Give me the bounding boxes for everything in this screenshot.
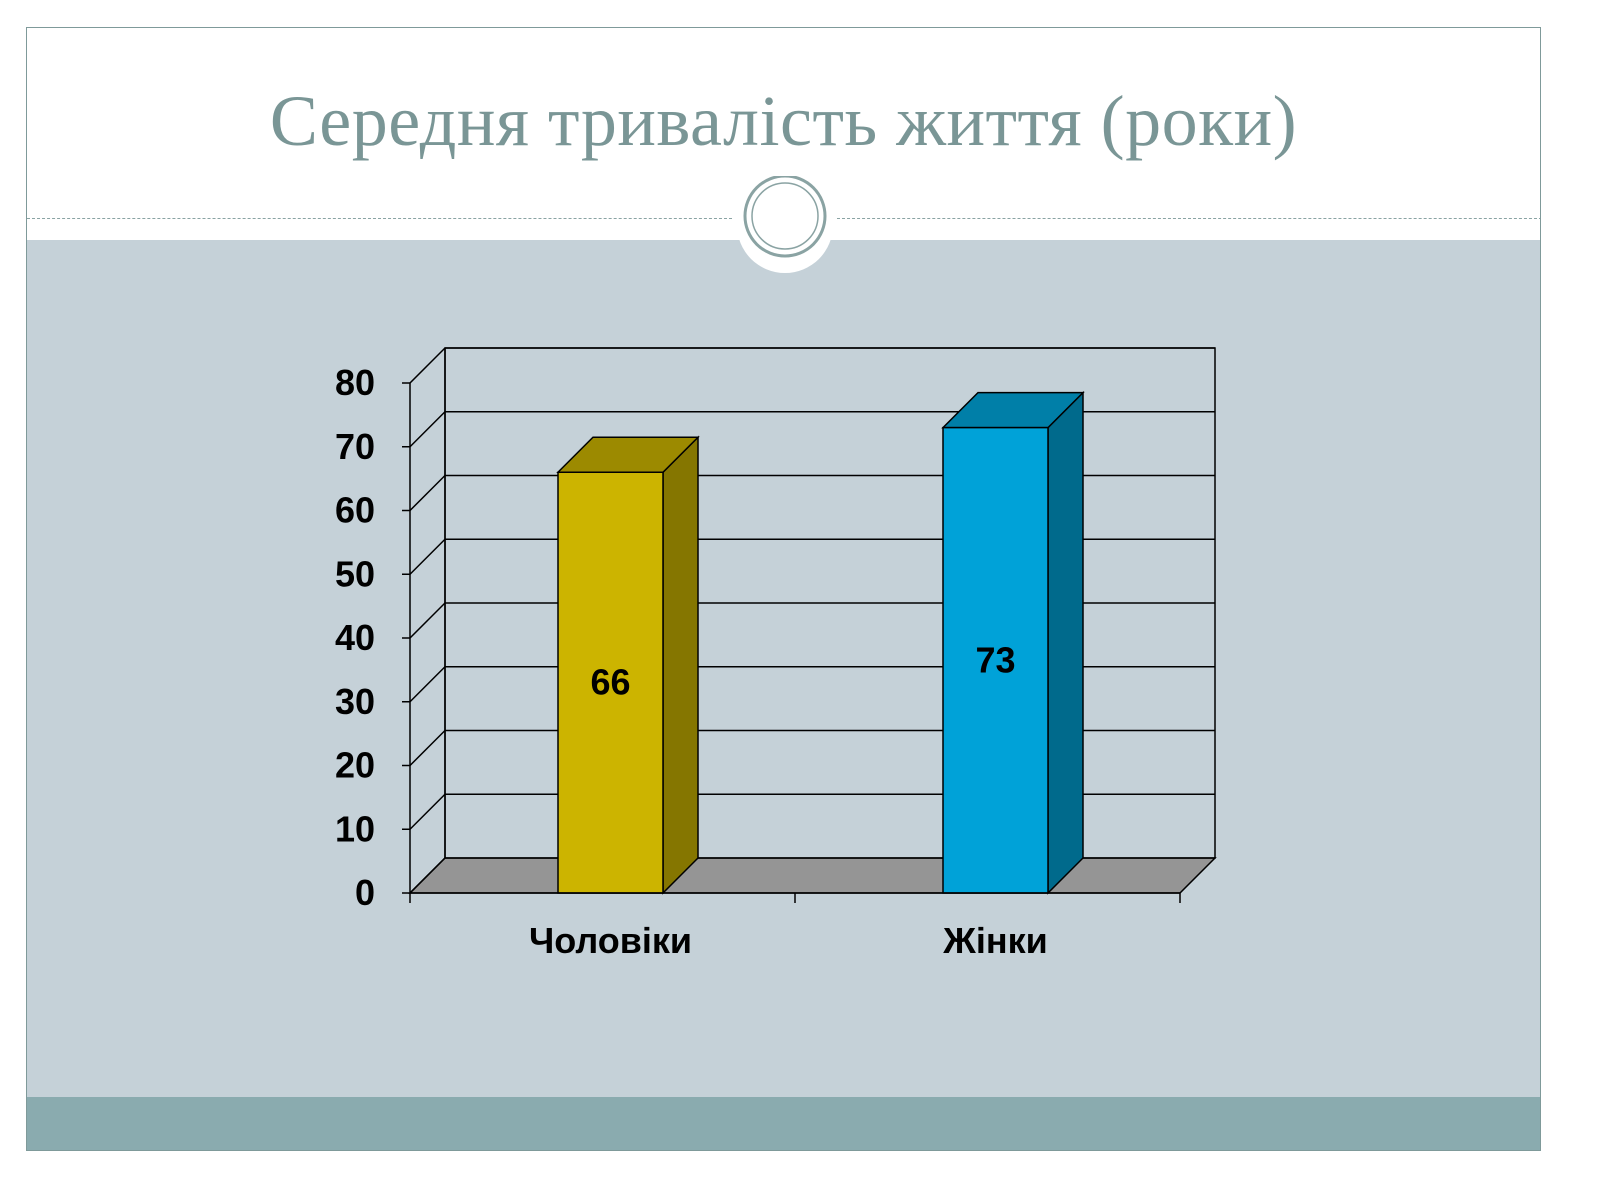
side-wall-line: [409, 602, 446, 639]
side-wall-line: [409, 793, 446, 830]
y-tick-label: 0: [355, 872, 375, 913]
y-tick-label: 50: [335, 553, 375, 594]
y-tick-label: 10: [335, 808, 375, 849]
y-tick-label: 40: [335, 617, 375, 658]
bar-front: [942, 426, 1049, 894]
side-wall-line: [409, 347, 446, 384]
bar-data-label: 66: [590, 662, 630, 703]
circle-ornament-icon: [737, 176, 833, 273]
y-tick-label: 30: [335, 681, 375, 722]
chart-bars: 66 73: [556, 390, 1085, 895]
side-wall-line: [409, 474, 446, 512]
side-wall-line: [409, 538, 446, 575]
side-wall-line: [409, 729, 446, 767]
footer-band: [27, 1097, 1540, 1150]
y-tick-label: 80: [335, 362, 375, 403]
slide-body: [27, 240, 1540, 1097]
divider-right: [837, 218, 1540, 219]
bar-front: [557, 471, 664, 894]
y-tick-label: 70: [335, 426, 375, 467]
slide-title: Середня тривалість життя (роки): [269, 81, 1298, 161]
chart-floor: [408, 857, 1217, 894]
side-wall-line: [409, 857, 446, 894]
bar-side: [1047, 390, 1084, 895]
side-wall-line: [409, 666, 446, 703]
chart-side-wall: [409, 347, 446, 894]
side-wall-line: [409, 411, 446, 448]
y-tick-label: 60: [335, 490, 375, 531]
chart-floor-plane: [408, 857, 1217, 894]
y-tick-label: 20: [335, 745, 375, 786]
bar-side: [662, 435, 699, 895]
divider-left: [27, 218, 732, 219]
chart-axes: 0 10 20 30 40 50 60 70 80 Чоловіки Жінки: [335, 362, 1181, 961]
x-category-label: Жінки: [942, 920, 1047, 961]
bar-data-label: 73: [975, 639, 1015, 680]
x-category-label: Чоловіки: [529, 920, 692, 961]
